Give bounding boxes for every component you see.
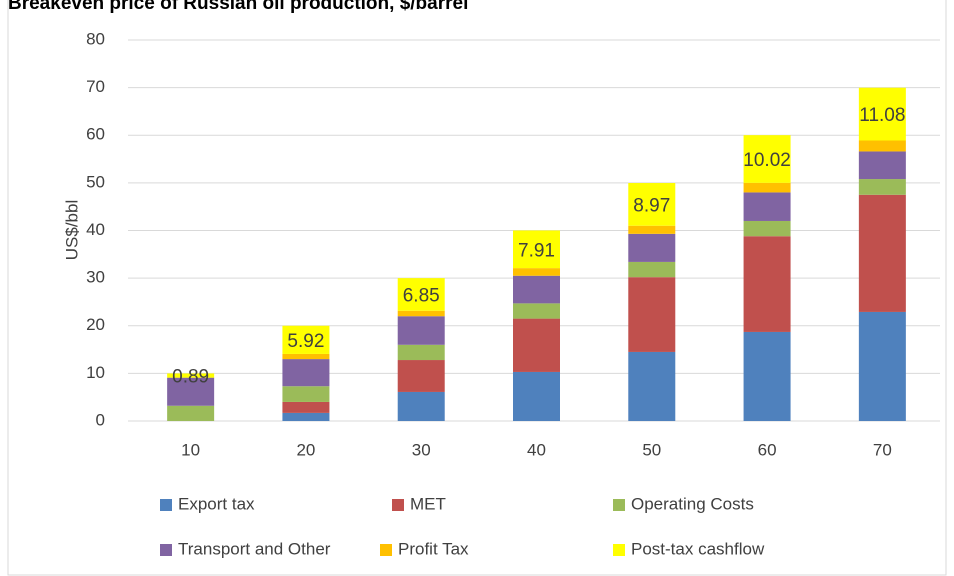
- bar-segment: [282, 353, 330, 360]
- bar-segment: [513, 275, 560, 304]
- bar-segment: [858, 311, 906, 421]
- legend-label: Operating Costs: [631, 494, 754, 513]
- y-tick-label: 0: [96, 410, 105, 429]
- bar-segment: [858, 179, 906, 195]
- bar-segment: [282, 401, 330, 413]
- data-label: 0.89: [172, 367, 209, 388]
- bar-segment: [397, 344, 445, 361]
- bar-segment: [167, 373, 215, 378]
- bar-segment: [628, 233, 676, 262]
- y-tick-label: 50: [86, 172, 105, 191]
- y-tick-label: 20: [86, 315, 105, 334]
- legend-label: Profit Tax: [398, 539, 469, 558]
- bar-segment: [743, 331, 791, 421]
- bar-segment: [397, 360, 445, 392]
- legend-label: Transport and Other: [178, 539, 331, 558]
- data-label: 6.85: [403, 285, 440, 306]
- x-tick-label: 40: [527, 440, 546, 459]
- y-tick-label: 30: [86, 268, 105, 287]
- legend-swatch: [392, 499, 404, 511]
- legend-swatch: [613, 499, 625, 511]
- y-tick-label: 80: [86, 29, 105, 48]
- bar-segment: [743, 220, 791, 237]
- legend-swatch: [613, 544, 625, 556]
- x-tick-label: 50: [642, 440, 661, 459]
- bar-segment: [743, 135, 791, 183]
- bar-segment: [397, 310, 445, 317]
- bar-segment: [743, 192, 791, 221]
- y-tick-label: 40: [86, 220, 105, 239]
- data-label: 11.08: [859, 105, 905, 126]
- x-tick-label: 30: [412, 440, 431, 459]
- bar-segment: [282, 386, 330, 402]
- bar-segment: [743, 182, 791, 193]
- y-tick-label: 60: [86, 125, 105, 144]
- bar-segment: [858, 151, 906, 180]
- legend-label: Export tax: [178, 494, 255, 513]
- y-tick-label: 70: [86, 77, 105, 96]
- legend-swatch: [380, 544, 392, 556]
- bar-segment: [743, 236, 791, 332]
- bar-segment: [167, 405, 215, 421]
- bar-segment: [628, 351, 676, 421]
- legend-label: Post-tax cashflow: [631, 539, 765, 558]
- legend-label: MET: [410, 494, 446, 513]
- bar-segment: [282, 412, 330, 421]
- x-tick-label: 10: [181, 440, 200, 459]
- legend-swatch: [160, 544, 172, 556]
- bar-segment: [513, 318, 560, 372]
- bar-segment: [167, 377, 215, 406]
- x-tick-label: 70: [873, 440, 892, 459]
- bar-segment: [513, 371, 560, 421]
- bar-segment: [628, 183, 676, 226]
- data-label: 10.02: [743, 150, 791, 171]
- bar-segment: [858, 87, 906, 141]
- y-axis-label: US$/bbl: [62, 200, 81, 260]
- x-tick-label: 20: [296, 440, 315, 459]
- bar-segment: [397, 391, 445, 421]
- bar-segment: [858, 140, 906, 152]
- bar-segment: [628, 277, 676, 352]
- bar-segment: [858, 194, 906, 312]
- bar-segment: [513, 268, 560, 276]
- bar-segment: [397, 278, 445, 311]
- bar-segment: [282, 359, 330, 387]
- legend-swatch: [160, 499, 172, 511]
- chart-title: Breakeven price of Russian oil productio…: [8, 0, 468, 14]
- data-label: 8.97: [633, 195, 670, 216]
- x-tick-label: 60: [758, 440, 777, 459]
- bar-segment: [513, 230, 560, 269]
- bar-segment: [282, 325, 330, 354]
- chart-border: [7, 0, 947, 576]
- y-tick-label: 10: [86, 363, 105, 382]
- bar-segment: [628, 225, 676, 234]
- bar-segment: [513, 303, 560, 319]
- bar-segment: [628, 261, 676, 278]
- data-label: 5.92: [287, 331, 324, 352]
- bar-segment: [397, 316, 445, 345]
- data-label: 7.91: [518, 240, 555, 261]
